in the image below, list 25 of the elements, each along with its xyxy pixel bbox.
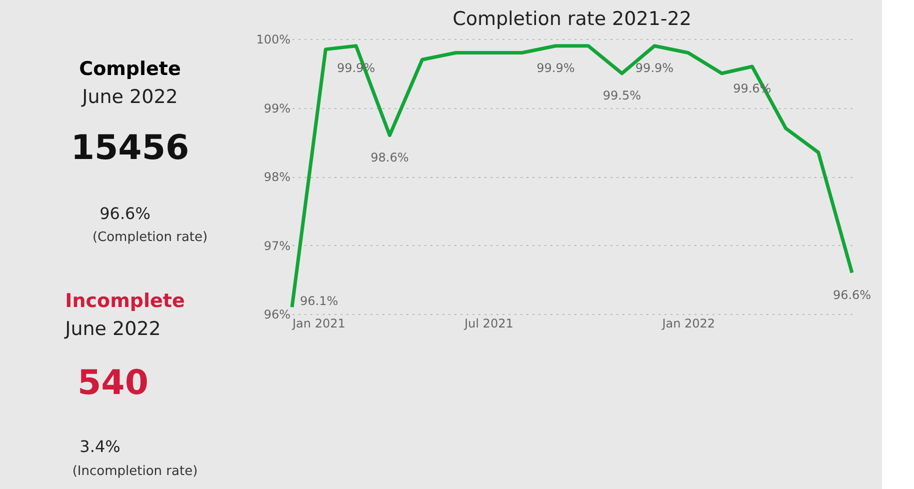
- text: (Completion rate): [92, 230, 208, 245]
- x-tick-label: Jan 2022: [661, 316, 716, 330]
- text: 3.4%: [80, 437, 120, 456]
- text: Complete: [79, 58, 181, 80]
- data-label: 96.1%: [300, 294, 338, 308]
- y-tick-label: 98%: [264, 170, 290, 184]
- x-tick-label: Jul 2021: [464, 316, 514, 330]
- y-tick-label: 99%: [264, 101, 290, 116]
- text: 15456: [70, 128, 190, 168]
- data-label: 98.6%: [370, 150, 409, 164]
- chart-title: Completion rate 2021-22: [452, 8, 692, 30]
- x-tick-label: Jan 2021: [292, 316, 346, 330]
- data-label: 99.5%: [602, 88, 641, 102]
- text: Incomplete: [65, 290, 185, 312]
- y-tick-label: 97%: [264, 238, 290, 253]
- text: 540: [78, 363, 148, 403]
- y-tick-label: 100%: [256, 32, 290, 46]
- y-tick-label: 96%: [264, 308, 290, 322]
- data-label: 99.9%: [536, 60, 575, 75]
- text: 96.6%: [100, 204, 150, 223]
- data-label: 96.6%: [832, 288, 872, 302]
- data-label: 99.9%: [635, 60, 674, 75]
- text: June 2022: [81, 86, 178, 108]
- text: (Incompletion rate): [72, 464, 198, 479]
- text: June 2022: [64, 318, 161, 340]
